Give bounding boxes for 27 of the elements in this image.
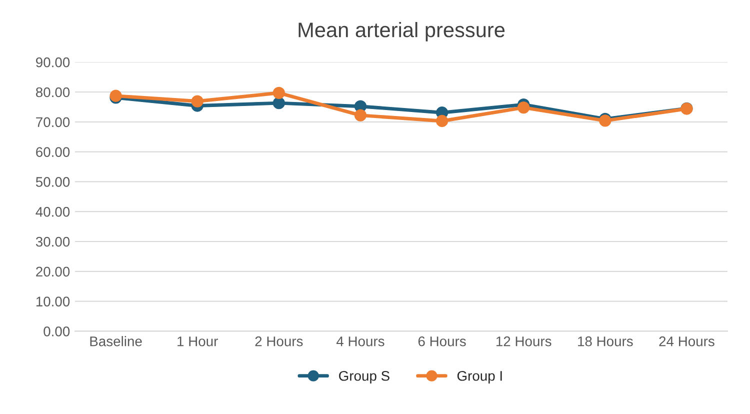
x-tick-label: 24 Hours — [659, 336, 714, 346]
y-tick-label: 70.00 — [36, 117, 70, 128]
point — [272, 86, 285, 99]
y-tick-label: 10.00 — [36, 296, 70, 306]
legend-label: Group I — [457, 370, 502, 384]
y-tick-label: 40.00 — [36, 206, 70, 217]
chart-title: Mean arterial pressure — [298, 22, 505, 42]
point — [191, 95, 204, 108]
x-tick-label: 6 Hours — [418, 336, 466, 346]
x-tick-label: 12 Hours — [496, 336, 552, 346]
x-tick-label: Baseline — [90, 336, 142, 346]
x-tick-label: 2 Hours — [255, 336, 303, 346]
point — [272, 96, 285, 110]
point — [518, 101, 530, 114]
y-tick-label: 60.00 — [36, 147, 70, 157]
point — [436, 114, 448, 128]
y-tick-label: 50.00 — [36, 177, 70, 187]
x-tick-label: 18 Hours — [578, 336, 633, 346]
y-tick-label: 90.00 — [36, 57, 70, 68]
x-tick-label: 4 Hours — [336, 336, 384, 346]
x-tick-label: 1 Hour — [178, 336, 218, 346]
point — [354, 109, 367, 122]
legend-label: Group S — [339, 370, 390, 384]
y-tick-label: 0.00 — [44, 326, 70, 336]
y-tick-label: 80.00 — [36, 87, 70, 98]
y-tick-label: 30.00 — [36, 236, 70, 247]
y-tick-label: 20.00 — [36, 266, 70, 277]
